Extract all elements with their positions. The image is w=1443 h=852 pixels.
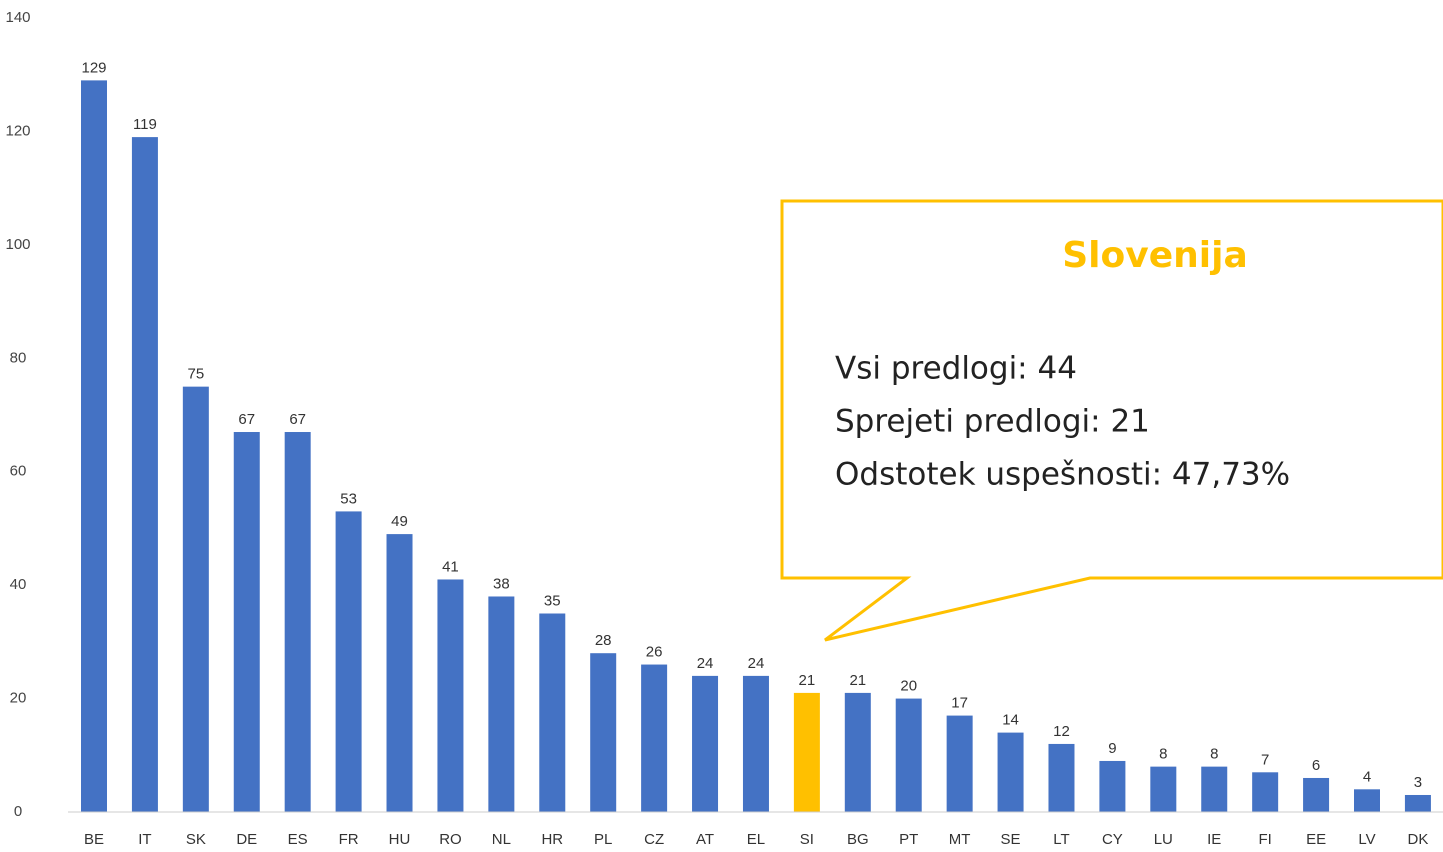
bar [386, 534, 413, 812]
bar [1303, 777, 1330, 812]
bar [539, 613, 566, 812]
value-label: 14 [1002, 712, 1019, 729]
bar [1099, 760, 1126, 812]
bar [1201, 766, 1228, 812]
value-label: 17 [951, 695, 968, 712]
x-tick-label: LU [1154, 831, 1173, 848]
x-tick-label: FR [339, 831, 359, 848]
callout-line: Odstotek uspešnosti: 47,73% [835, 457, 1290, 493]
bar [895, 698, 922, 812]
bar [488, 596, 515, 812]
value-label: 7 [1261, 751, 1269, 768]
bar [131, 137, 158, 813]
value-label: 12 [1053, 723, 1070, 740]
x-tick-label: MT [949, 831, 971, 848]
callout-line: Vsi predlogi: 44 [835, 351, 1077, 387]
value-label: 8 [1210, 746, 1218, 763]
x-tick-label: PL [594, 831, 612, 848]
x-tick-label: LT [1053, 831, 1069, 848]
bar [233, 432, 260, 812]
bar [1354, 789, 1380, 812]
value-label: 53 [340, 490, 357, 507]
x-tick-label: ES [288, 831, 308, 848]
value-label: 6 [1312, 757, 1320, 774]
bar [946, 715, 973, 812]
bar [793, 692, 820, 812]
bar [182, 386, 209, 812]
value-label: 9 [1108, 740, 1116, 757]
value-label: 28 [595, 632, 612, 649]
x-tick-label: EL [747, 831, 765, 848]
x-tick-label: IT [138, 831, 151, 848]
x-tick-label: CZ [644, 831, 664, 848]
y-tick-label: 60 [10, 463, 27, 480]
value-label: 3 [1414, 774, 1422, 791]
x-tick-label: RO [439, 831, 462, 848]
x-tick-label: IE [1207, 831, 1221, 848]
value-label: 119 [133, 116, 157, 133]
bar [997, 732, 1024, 812]
y-tick-label: 140 [5, 9, 30, 26]
x-tick-label: SI [800, 831, 814, 848]
x-tick-label: HR [541, 831, 563, 848]
y-tick-label: 100 [5, 236, 30, 253]
x-tick-label: DK [1407, 831, 1428, 848]
value-label: 67 [289, 411, 306, 428]
value-label: 75 [187, 366, 204, 383]
x-tick-label: LV [1358, 831, 1375, 848]
x-tick-label: SK [186, 831, 206, 848]
value-label: 129 [81, 59, 106, 76]
callout-title: Slovenija [1062, 235, 1247, 276]
value-label: 20 [900, 678, 917, 695]
x-tick-label: CY [1102, 831, 1123, 848]
bar [81, 80, 107, 812]
bar [284, 432, 311, 812]
y-tick-label: 20 [10, 690, 27, 707]
y-tick-label: 0 [14, 803, 22, 820]
y-tick-label: 80 [10, 349, 27, 366]
value-label: 41 [442, 558, 459, 575]
value-label: 49 [391, 513, 408, 530]
x-tick-label: FI [1258, 831, 1271, 848]
bar [437, 579, 464, 812]
x-tick-label: BE [84, 831, 104, 848]
bar [844, 692, 871, 812]
value-label: 21 [849, 672, 866, 689]
callout-box [780, 199, 1443, 642]
bar [590, 653, 617, 812]
value-label: 4 [1363, 768, 1371, 785]
x-tick-label: SE [1001, 831, 1021, 848]
bar [742, 675, 769, 812]
bar [1048, 743, 1075, 812]
value-label: 8 [1159, 746, 1167, 763]
bar [1252, 772, 1279, 812]
x-tick-label: DE [236, 831, 257, 848]
x-tick-label: PT [899, 831, 918, 848]
x-tick-label: EE [1306, 831, 1326, 848]
y-tick-label: 120 [5, 122, 30, 139]
value-label: 24 [748, 655, 765, 672]
value-label: 38 [493, 575, 510, 592]
value-label: 35 [544, 592, 561, 609]
x-tick-label: BG [847, 831, 869, 848]
bar [641, 664, 668, 812]
bar [335, 511, 362, 812]
value-label: 21 [799, 672, 816, 689]
x-tick-label: AT [696, 831, 714, 848]
y-tick-label: 40 [10, 576, 27, 593]
x-tick-label: NL [492, 831, 511, 848]
value-label: 26 [646, 644, 663, 661]
value-label: 24 [697, 655, 714, 672]
bar [1150, 766, 1177, 812]
value-label: 67 [238, 411, 255, 428]
callout-line: Sprejeti predlogi: 21 [835, 404, 1150, 440]
x-tick-label: HU [389, 831, 411, 848]
bar [692, 675, 719, 812]
bar [1404, 794, 1431, 812]
